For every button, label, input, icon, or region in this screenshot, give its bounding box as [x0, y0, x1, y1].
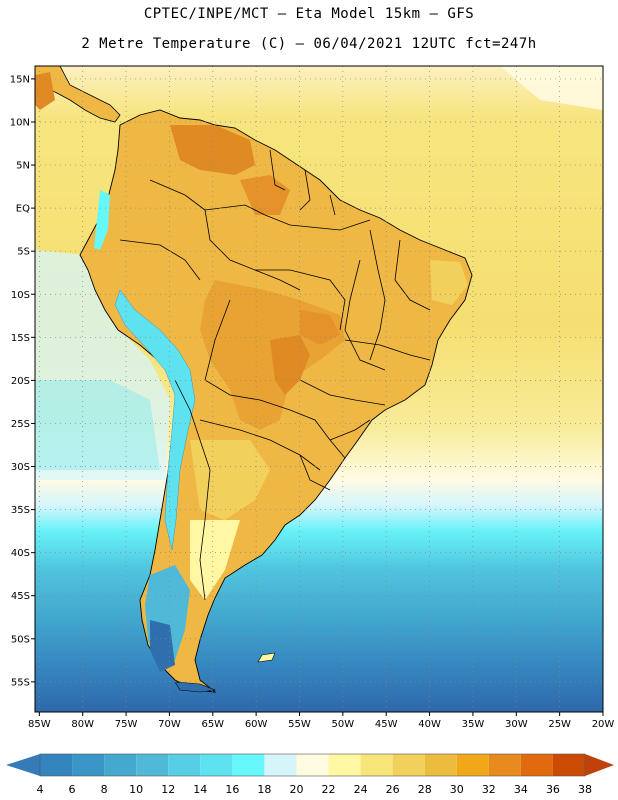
colorbar-swatch — [456, 754, 489, 776]
lon-label: 50W — [332, 719, 355, 730]
lat-label: 25S — [11, 419, 30, 430]
central-america-hot — [35, 72, 55, 110]
map-area — [35, 66, 603, 712]
colorbar-label: 4 — [37, 783, 44, 796]
country-borders — [119, 149, 431, 601]
colorbar-label: 38 — [578, 783, 592, 796]
falkland-islands — [257, 652, 276, 663]
argentina-mild — [190, 440, 270, 520]
colorbar-swatch — [264, 754, 297, 776]
lat-label: 30S — [11, 462, 30, 473]
colorbar-label: 26 — [386, 783, 400, 796]
colorbar-swatch — [296, 754, 329, 776]
map-subtitle: 2 Metre Temperature (C) – 06/04/2021 12U… — [81, 36, 537, 52]
lon-label: 55W — [288, 719, 311, 730]
lon-label: 85W — [28, 719, 51, 730]
colorbar-swatch — [136, 754, 169, 776]
colorbar-swatch — [232, 754, 265, 776]
colorbar-label: 10 — [129, 783, 143, 796]
colorbar-label: 30 — [450, 783, 464, 796]
lat-label: EQ — [16, 204, 30, 215]
lon-label: 45W — [375, 719, 398, 730]
longitude-labels: 85W 80W 75W 70W 65W 60W 55W 50W 45W 40W 35W 30W 25W 2… — [28, 719, 614, 730]
colorbar-swatch — [488, 754, 521, 776]
map-title: CPTEC/INPE/MCT – Eta Model 15km – GFS — [143, 6, 475, 22]
map-frame — [34, 65, 604, 713]
colorbar-label: 12 — [161, 783, 175, 796]
colorbar-label: 22 — [322, 783, 336, 796]
colorbar-label: 16 — [225, 783, 239, 796]
colorbar-swatch — [168, 754, 201, 776]
colorbar-swatch — [552, 754, 585, 776]
lon-label: 35W — [462, 719, 485, 730]
lon-label: 40W — [418, 719, 441, 730]
patagonia-cold — [150, 620, 175, 672]
colorbar-label: 18 — [257, 783, 271, 796]
lat-label: 55S — [11, 677, 30, 688]
colorbar-label: 6 — [69, 783, 76, 796]
lat-label: 10S — [11, 290, 30, 301]
lon-label: 25W — [548, 719, 571, 730]
pacific-cool-tongue — [35, 250, 170, 480]
colorbar-label: 8 — [101, 783, 108, 796]
colorbar-swatch — [360, 754, 393, 776]
colorbar-label: 20 — [289, 783, 303, 796]
colorbar-label: 24 — [354, 783, 368, 796]
lat-label: 15S — [11, 333, 30, 344]
tierra-del-fuego — [174, 681, 217, 693]
andes-north — [94, 190, 110, 250]
lon-label: 65W — [201, 719, 224, 730]
colorbar: 4 6 8 10 12 14 16 18 20 22 24 26 28 30 32 34 36 38 — [6, 753, 614, 796]
colorbar-swatch — [200, 754, 233, 776]
pacific-cool-zone — [35, 380, 160, 470]
lat-label: 15N — [10, 74, 30, 85]
lat-label: 35S — [11, 505, 30, 516]
latitude-labels: 15N 10N 5N EQ 5S 10S 15S 20S 25S 30S 35S 40S 45S 50S 5… — [10, 74, 30, 688]
colorbar-high-arrow — [585, 754, 614, 776]
colorbar-low-arrow — [6, 754, 40, 776]
lon-label: 30W — [505, 719, 528, 730]
colorbar-swatch — [72, 754, 105, 776]
colorbar-label: 14 — [193, 783, 207, 796]
lon-label: 20W — [592, 719, 615, 730]
colorbar-swatch — [104, 754, 137, 776]
colorbar-label: 34 — [514, 783, 528, 796]
lon-label: 60W — [245, 719, 268, 730]
colorbar-swatch — [424, 754, 457, 776]
lat-label: 10N — [10, 117, 30, 128]
lat-label: 40S — [11, 548, 30, 559]
colorbar-swatch — [392, 754, 425, 776]
lat-lon-grid — [31, 66, 604, 716]
lon-label: 80W — [71, 719, 94, 730]
colorbar-swatch — [328, 754, 361, 776]
lon-label: 70W — [158, 719, 181, 730]
northeast-patch — [430, 260, 468, 305]
lat-label: 5N — [16, 161, 30, 172]
lat-label: 5S — [17, 247, 30, 258]
colorbar-label: 28 — [418, 783, 432, 796]
lat-label: 20S — [11, 376, 30, 387]
colorbar-outline — [39, 753, 586, 777]
mato-grosso-hot — [300, 310, 340, 345]
lat-label: 50S — [11, 634, 30, 645]
atlantic-cool-patch — [500, 66, 603, 110]
colorbar-label: 36 — [546, 783, 560, 796]
venezuela-hot-zone — [170, 125, 255, 175]
colorbar-swatch — [520, 754, 553, 776]
lat-label: 45S — [11, 591, 30, 602]
colorbar-label: 32 — [482, 783, 496, 796]
andes-central — [114, 289, 196, 551]
colorbar-swatch — [40, 754, 73, 776]
lon-label: 75W — [115, 719, 138, 730]
amazon-hot-patch — [240, 175, 290, 215]
